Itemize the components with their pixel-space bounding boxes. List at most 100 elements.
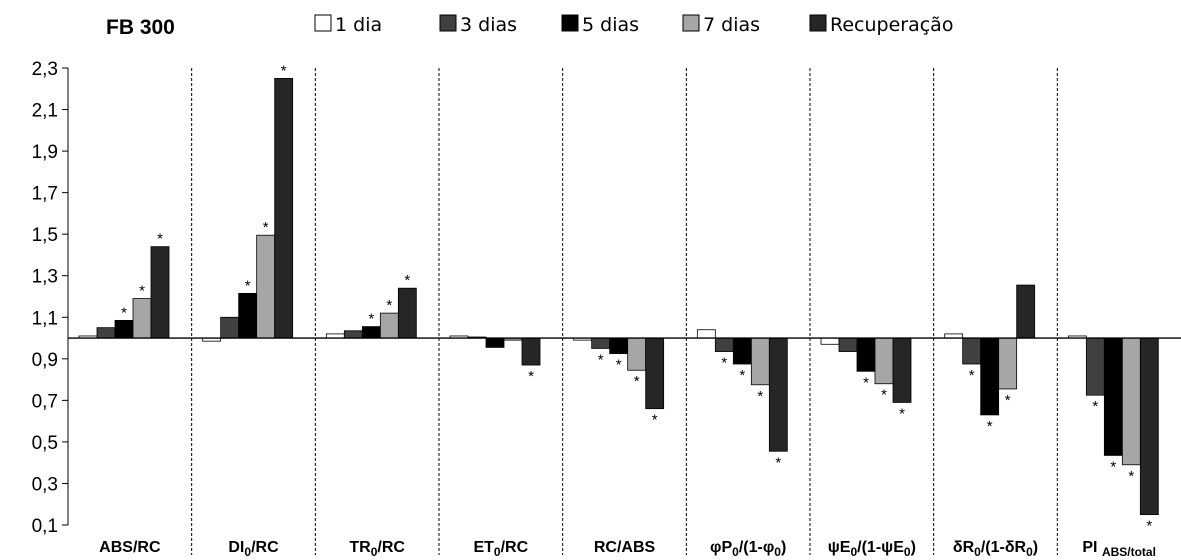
significance-star: * xyxy=(881,387,887,404)
y-tick-label: 0,1 xyxy=(32,516,58,537)
legend-label: 3 dias xyxy=(460,14,517,36)
bar-recupera-o-2 xyxy=(397,287,417,339)
significance-star: * xyxy=(1128,468,1134,485)
x-category-label: ψE0​/(1-ψE0​) xyxy=(828,539,916,559)
y-tick-label: 1,3 xyxy=(32,267,58,288)
significance-star: * xyxy=(863,374,869,391)
bar-3-dias-6 xyxy=(838,337,858,352)
significance-star: * xyxy=(386,297,392,314)
significance-star: * xyxy=(598,351,604,368)
significance-star: * xyxy=(157,231,163,248)
x-category-label: ABS/RC xyxy=(99,539,161,556)
legend-swatch xyxy=(439,14,457,32)
bar-5-dias-7 xyxy=(980,337,1000,416)
significance-star: * xyxy=(1146,518,1152,535)
legend-label: Recuperação xyxy=(830,14,953,36)
legend-label: 1 dia xyxy=(335,14,382,36)
significance-star: * xyxy=(139,283,145,300)
significance-star: * xyxy=(1110,458,1116,475)
x-category-label: TR0​/RC xyxy=(349,539,405,559)
category-separators xyxy=(191,68,1058,555)
legend-swatch xyxy=(314,14,332,32)
significance-star: * xyxy=(721,355,727,372)
legend-swatch xyxy=(682,14,700,32)
bar-3-dias-8 xyxy=(1085,337,1105,396)
bar-3-dias-5 xyxy=(714,337,734,352)
bar-1-dia-5 xyxy=(696,329,716,339)
bar-recupera-o-3 xyxy=(521,337,541,366)
bar-recupera-o-8 xyxy=(1139,337,1159,516)
significance-star: * xyxy=(757,388,763,405)
bars xyxy=(78,77,1159,516)
bar-3-dias-0 xyxy=(96,327,116,339)
bar-recupera-o-7 xyxy=(1016,284,1036,339)
bar-7-dias-1 xyxy=(256,234,276,339)
bar-3-dias-1 xyxy=(220,316,240,339)
y-tick-label: 2,1 xyxy=(32,101,58,122)
x-category-label: PI ABS/total​ xyxy=(1082,539,1156,559)
bar-7-dias-7 xyxy=(998,337,1018,390)
bar-3-dias-7 xyxy=(962,337,982,365)
bar-3-dias-2 xyxy=(343,330,363,339)
bar-7-dias-2 xyxy=(379,312,399,339)
significance-star: * xyxy=(969,367,975,384)
bar-5-dias-4 xyxy=(609,337,629,355)
significance-star: * xyxy=(528,368,534,385)
significance-markers: * * * * * * * * * * * * * * * * * * * * * * * * * * * * xyxy=(121,62,1152,534)
legend-swatch xyxy=(561,14,579,32)
significance-star: * xyxy=(775,454,781,471)
bar-1-dia-6 xyxy=(820,337,840,345)
legend-swatch xyxy=(809,14,827,32)
y-tick-label: 1,1 xyxy=(32,308,58,329)
legend-label: 7 dias xyxy=(703,14,760,36)
significance-star: * xyxy=(281,62,287,79)
x-category-label: ET0​/RC xyxy=(473,539,528,559)
bar-recupera-o-0 xyxy=(150,246,170,339)
significance-star: * xyxy=(368,311,374,328)
bar-5-dias-6 xyxy=(856,337,876,372)
bar-recupera-o-1 xyxy=(274,77,294,339)
significance-star: * xyxy=(634,373,640,390)
x-category-label: φP0​/(1-φ0​) xyxy=(710,539,786,559)
significance-star: * xyxy=(404,272,410,289)
bar-3-dias-4 xyxy=(591,337,611,349)
y-axis: 0,1 0,3 0,5 0,7 0,9 1,1 1,3 1,5 1,7 1,9 2,1 2,3 xyxy=(32,59,1181,537)
y-tick-label: 0,9 xyxy=(32,350,58,371)
bar-recupera-o-4 xyxy=(645,337,665,410)
bar-7-dias-6 xyxy=(874,337,894,385)
bar-7-dias-5 xyxy=(750,337,770,386)
bar-7-dias-4 xyxy=(627,337,647,371)
bar-recupera-o-5 xyxy=(768,337,788,452)
significance-star: * xyxy=(899,405,905,422)
significance-star: * xyxy=(1092,398,1098,415)
y-tick-label: 0,7 xyxy=(32,391,58,412)
bar-5-dias-2 xyxy=(361,326,381,339)
legend-label: 5 dias xyxy=(582,14,639,36)
bar-5-dias-3 xyxy=(485,337,505,348)
bar-5-dias-5 xyxy=(732,337,752,365)
bar-5-dias-1 xyxy=(238,292,258,339)
significance-star: * xyxy=(739,367,745,384)
bar-5-dias-0 xyxy=(114,319,134,339)
y-tick-label: 1,7 xyxy=(32,184,58,205)
y-tick-label: 2,3 xyxy=(32,59,58,80)
bar-recupera-o-6 xyxy=(892,337,912,403)
significance-star: * xyxy=(987,418,993,435)
bar-7-dias-8 xyxy=(1121,337,1141,466)
x-axis-category-labels: ABS/RC DI0​/RC TR0​/RC ET0​/RC RC/ABS φP0​/(1… xyxy=(99,539,1156,559)
significance-star: * xyxy=(245,277,251,294)
bar-5-dias-8 xyxy=(1103,337,1123,456)
significance-star: * xyxy=(616,357,622,374)
chart-title: FB 300 xyxy=(106,16,175,39)
bar-7-dias-0 xyxy=(132,298,152,339)
significance-star: * xyxy=(652,412,658,429)
significance-star: * xyxy=(121,304,127,321)
significance-star: * xyxy=(1005,392,1011,409)
y-tick-label: 1,9 xyxy=(32,142,58,163)
x-category-label: RC/ABS xyxy=(594,539,656,556)
x-category-label: DI0​/RC xyxy=(228,539,279,559)
y-tick-label: 0,3 xyxy=(32,474,58,495)
significance-star: * xyxy=(263,219,269,236)
y-tick-label: 1,5 xyxy=(32,225,58,246)
